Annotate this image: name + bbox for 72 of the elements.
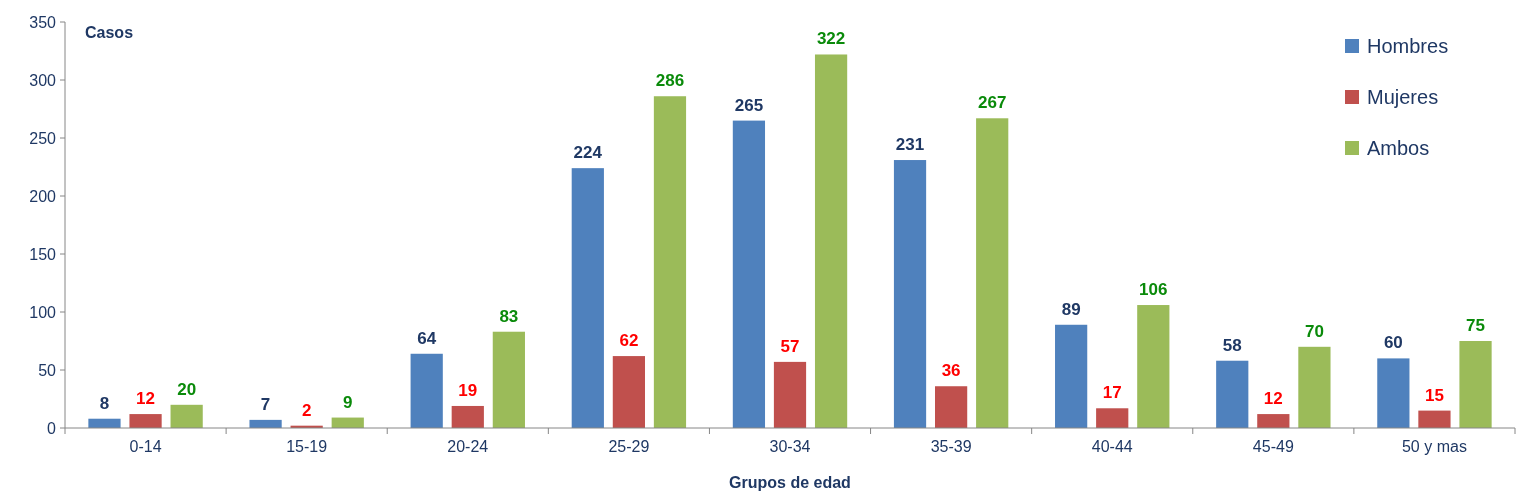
y-axis-title: Casos xyxy=(85,24,134,41)
legend-label: Mujeres xyxy=(1367,86,1439,108)
bar xyxy=(1418,410,1451,428)
bar xyxy=(814,54,848,428)
y-tick-label: 300 xyxy=(29,71,57,89)
y-tick-label: 150 xyxy=(29,245,57,263)
data-label: 62 xyxy=(619,331,639,351)
x-tick-label: 20-24 xyxy=(447,438,489,455)
data-label: 12 xyxy=(136,389,156,409)
data-label: 64 xyxy=(417,328,437,348)
y-tick-label: 350 xyxy=(29,13,57,31)
bar xyxy=(1459,341,1492,428)
bar xyxy=(1257,414,1290,428)
y-tick-label: 200 xyxy=(29,187,57,205)
x-tick-label: 35-39 xyxy=(930,438,972,455)
y-tick-label: 0 xyxy=(47,419,57,437)
bar xyxy=(653,96,687,428)
y-tick-label: 100 xyxy=(29,303,57,321)
data-label: 7 xyxy=(260,394,271,414)
x-tick-label: 25-29 xyxy=(608,438,650,455)
x-axis-title: Grupos de edad xyxy=(729,474,851,491)
x-tick-label: 45-49 xyxy=(1252,438,1294,455)
bar xyxy=(451,405,484,428)
bar xyxy=(1216,360,1249,428)
bar xyxy=(1055,324,1088,428)
bar xyxy=(1298,346,1331,428)
data-label: 224 xyxy=(573,143,603,163)
legend-label: Hombres xyxy=(1367,35,1449,57)
data-label: 286 xyxy=(655,71,685,91)
data-label: 89 xyxy=(1061,299,1081,319)
data-label: 12 xyxy=(1263,389,1283,409)
y-tick-label: 50 xyxy=(38,361,57,379)
data-label: 20 xyxy=(177,379,197,399)
bar xyxy=(1377,358,1410,428)
x-tick-label: 15-19 xyxy=(286,438,328,455)
data-label: 267 xyxy=(978,93,1007,113)
data-label: 75 xyxy=(1466,316,1485,335)
x-tick-label: 50 y mas xyxy=(1401,438,1467,455)
data-label: 231 xyxy=(895,135,925,155)
bar xyxy=(492,331,525,428)
data-label: 2 xyxy=(301,400,312,420)
data-label: 60 xyxy=(1383,333,1403,353)
bar xyxy=(129,414,162,428)
data-label: 57 xyxy=(780,336,800,356)
y-tick-label: 250 xyxy=(29,129,57,147)
x-tick-label: 40-44 xyxy=(1091,438,1133,455)
bar xyxy=(612,356,645,428)
data-label: 322 xyxy=(816,29,846,49)
bar xyxy=(1137,305,1170,428)
x-tick-label: 0-14 xyxy=(129,438,162,455)
bar xyxy=(935,386,968,428)
data-label: 58 xyxy=(1222,335,1242,355)
bar xyxy=(410,353,443,428)
x-tick-label: 30-34 xyxy=(769,438,811,455)
data-label: 106 xyxy=(1139,280,1168,300)
data-label: 17 xyxy=(1102,383,1122,403)
legend-label: Ambos xyxy=(1367,137,1430,159)
data-label: 15 xyxy=(1424,385,1444,405)
data-label: 265 xyxy=(734,95,764,115)
data-label: 8 xyxy=(99,393,110,413)
data-label: 19 xyxy=(458,380,478,400)
bar xyxy=(732,120,766,428)
bar xyxy=(976,118,1009,428)
bar xyxy=(170,404,203,428)
bar xyxy=(773,361,807,428)
bar xyxy=(893,160,927,428)
data-label: 83 xyxy=(499,306,519,326)
data-label: 70 xyxy=(1304,321,1324,341)
bar xyxy=(571,168,604,428)
bar xyxy=(1096,408,1129,428)
data-label: 36 xyxy=(941,361,961,381)
data-label: 9 xyxy=(343,392,353,412)
